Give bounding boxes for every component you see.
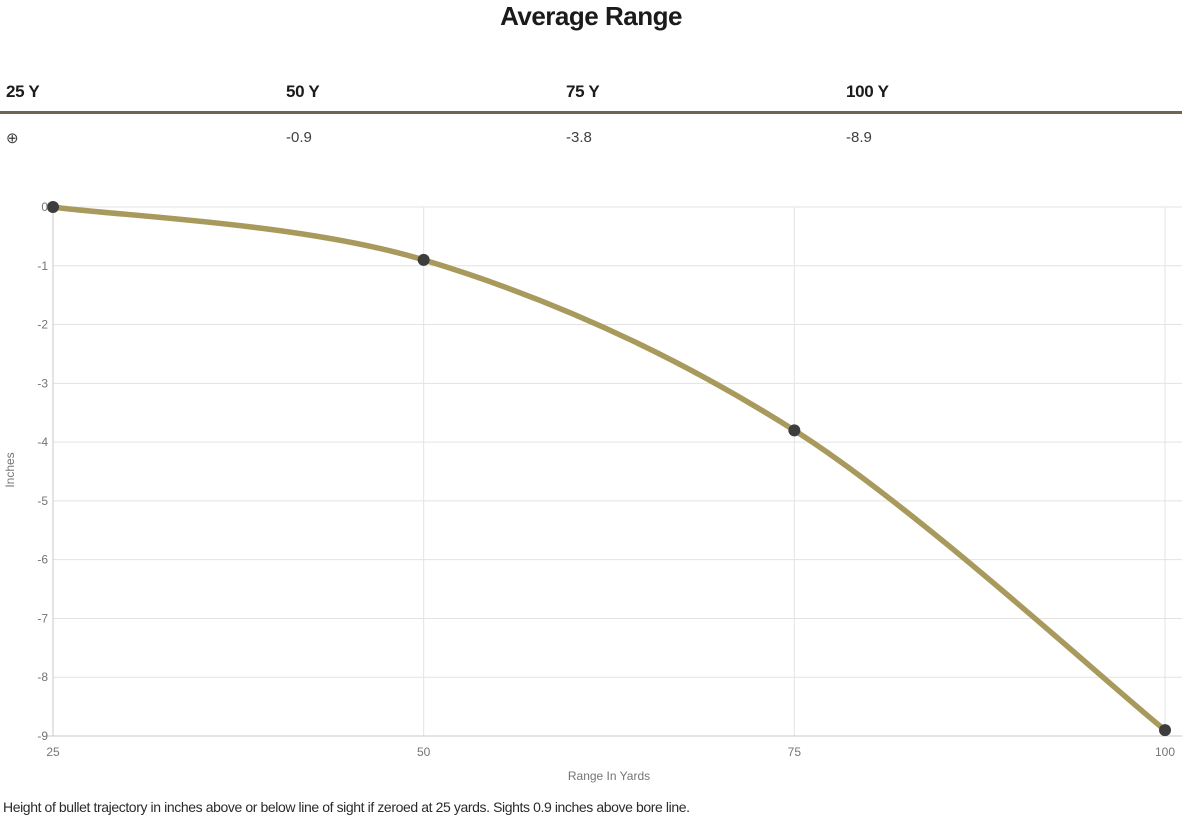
trajectory-line	[50, 204, 1168, 733]
data-point	[1159, 724, 1171, 737]
data-point	[788, 424, 801, 437]
x-tick-label: 100	[1155, 745, 1175, 759]
x-tick-label: 75	[788, 745, 802, 759]
x-tick-label: 25	[46, 745, 60, 759]
zero-point-symbol: ⊕	[6, 130, 19, 147]
trajectory-chart: 0 -1 -2 -3 -4 -5 -6 -7 -8 -9 25 50 75 100 Range In Yar…	[3, 200, 1182, 783]
x-axis-title: Range In Yards	[568, 769, 650, 783]
y-tick-label: -9	[37, 729, 48, 743]
column-header: 100 Y	[846, 82, 889, 101]
column-value: -3.8	[566, 129, 592, 146]
y-tick-label: -5	[37, 494, 48, 508]
y-tick-label: 0	[41, 200, 48, 214]
y-axis-title: Inches	[3, 452, 17, 487]
y-tick-label: -1	[37, 259, 48, 273]
data-point	[417, 253, 430, 266]
range-table-header-row: 25 Y 50 Y 75 Y 100 Y	[0, 82, 1182, 114]
page-title: Average Range	[500, 1, 682, 31]
column-header: 75 Y	[566, 82, 600, 101]
column-value: -0.9	[286, 129, 312, 146]
range-table-value-row: ⊕ -0.9 -3.8 -8.9	[0, 114, 1182, 147]
y-tick-label: -7	[37, 611, 48, 625]
column-header: 50 Y	[286, 82, 320, 101]
column-value: -8.9	[846, 129, 872, 146]
range-table: 25 Y 50 Y 75 Y 100 Y ⊕ -0.9 -3.8 -8.9	[0, 82, 1182, 147]
y-tick-label: -4	[37, 435, 48, 449]
chart-footnote: Height of bullet trajectory in inches ab…	[3, 799, 690, 815]
x-tick-label: 50	[417, 745, 431, 759]
y-tick-label: -2	[37, 318, 48, 332]
column-header: 25 Y	[6, 82, 40, 101]
y-tick-label: -6	[37, 553, 48, 567]
y-tick-label: -3	[37, 376, 48, 390]
data-point	[47, 201, 59, 213]
y-tick-label: -8	[37, 670, 48, 684]
